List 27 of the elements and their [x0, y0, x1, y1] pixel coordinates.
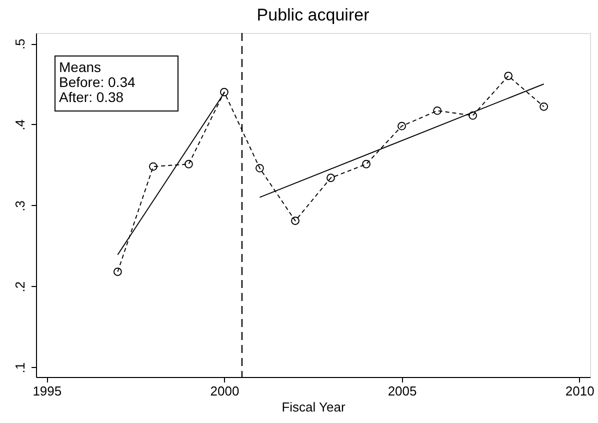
annotation: Means — [59, 59, 102, 75]
x-tick-label: 2010 — [565, 384, 594, 398]
x-tick-label: 2005 — [388, 384, 417, 398]
point — [398, 122, 406, 130]
point — [184, 160, 193, 168]
annotation: Before: 0.34 — [59, 74, 136, 90]
point — [291, 216, 300, 225]
y-tick-label: .1 — [12, 362, 28, 374]
annotation: After: 0.38 — [59, 89, 124, 105]
point — [220, 88, 228, 96]
point — [326, 174, 335, 182]
x-tick-label: 2000 — [210, 384, 240, 398]
point — [433, 106, 442, 115]
chart-title: Public acquirer — [256, 5, 370, 24]
y-tick-label: .4 — [12, 120, 28, 130]
y-tick-label: .2 — [12, 281, 28, 292]
x-axis-title: Fiscal Year — [282, 400, 346, 414]
point — [362, 160, 370, 168]
y-tick-label: .5 — [12, 38, 28, 50]
point — [256, 164, 264, 172]
point — [113, 268, 122, 276]
point — [504, 72, 513, 80]
point — [468, 111, 478, 120]
x-tick-label: 1995 — [32, 384, 62, 398]
y-tick-label: .3 — [12, 200, 28, 212]
point — [148, 162, 158, 171]
point — [540, 102, 548, 111]
